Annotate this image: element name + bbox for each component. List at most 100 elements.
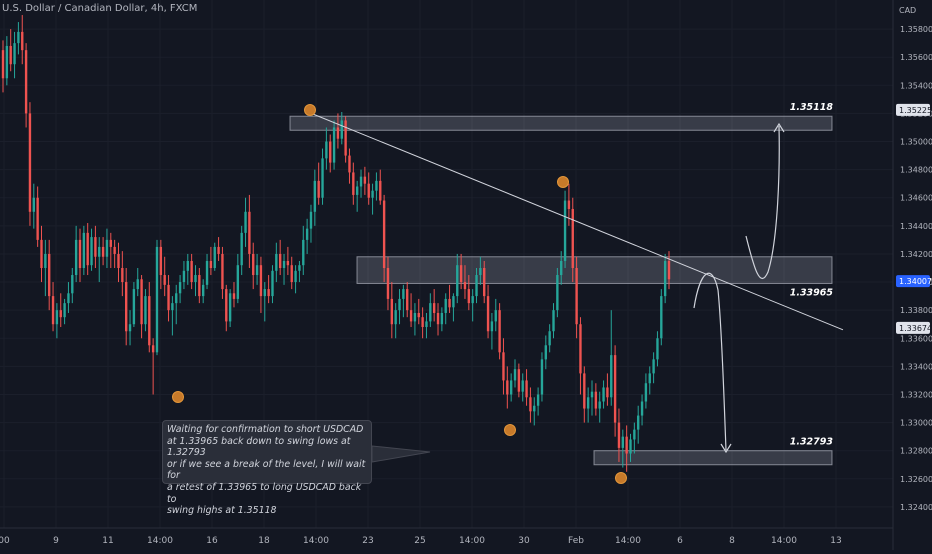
y-tick-label: 1.34600: [900, 194, 932, 203]
y-tick-label: 1.33200: [900, 390, 932, 399]
price-badge-label: 1.34007: [899, 277, 932, 286]
candle-body: [252, 253, 255, 276]
level-label: 1.32793: [790, 437, 834, 448]
candle-body: [205, 260, 209, 285]
candle-body: [583, 373, 586, 409]
y-tick-label: 1.33000: [900, 419, 932, 428]
candle-body: [305, 228, 309, 240]
candle-body: [483, 268, 486, 297]
candle-body: [155, 246, 159, 353]
x-tick-label: 16: [206, 536, 218, 546]
x-tick-label: 14:00: [771, 536, 797, 546]
note-line: swing highs at 1.35118: [167, 505, 277, 517]
note-line: a retest of 1.33965 to long USDCAD back …: [167, 481, 362, 505]
candle-body: [63, 303, 66, 318]
candle-body: [640, 401, 644, 416]
candle-body: [536, 394, 540, 406]
y-tick-label: 1.33800: [900, 306, 932, 315]
candle-body: [471, 296, 474, 304]
level-label: 1.33965: [790, 287, 834, 298]
y-tick-label: 1.32400: [900, 503, 932, 512]
candle-body: [379, 180, 382, 201]
candle-body: [494, 310, 497, 322]
candle-body: [317, 180, 320, 198]
candle-body: [363, 176, 367, 184]
candle-body: [124, 282, 128, 332]
swing-point-marker: [304, 104, 316, 116]
candle-body: [621, 436, 624, 448]
candle-body: [321, 158, 324, 198]
note-line: or if we see a break of the level, I wil…: [167, 458, 366, 482]
candle-body: [282, 260, 286, 268]
projection-path-down: [693, 272, 727, 451]
candle-body: [178, 282, 182, 294]
candle-body: [9, 45, 12, 65]
candle-body: [625, 436, 628, 454]
candle-body: [390, 298, 394, 325]
candle-body: [552, 310, 555, 332]
x-tick-label: 14:00: [615, 536, 641, 546]
candle-body: [167, 284, 170, 311]
candle-body: [506, 380, 509, 395]
projection-arrow-up: [773, 122, 785, 133]
candle-body: [128, 324, 132, 332]
candle-body: [452, 296, 455, 308]
candle-body: [24, 50, 28, 114]
candle-body: [436, 312, 440, 325]
candle-body: [74, 239, 78, 276]
candle-body: [606, 387, 609, 398]
level-label: 1.35118: [790, 102, 834, 113]
candle-body: [586, 397, 590, 409]
candle-body: [648, 373, 651, 384]
candle-body: [475, 275, 478, 297]
candle-body: [629, 439, 632, 454]
x-tick-label: 00: [0, 536, 10, 546]
candle-body: [198, 275, 201, 297]
candle-body: [567, 200, 571, 209]
y-tick-label: 1.35800: [900, 25, 932, 34]
candle-body: [432, 303, 436, 313]
x-tick-label: 14:00: [303, 536, 329, 546]
candle-body: [663, 260, 667, 297]
x-tick-label: 14:00: [147, 536, 173, 546]
x-tick-label: 6: [677, 536, 683, 546]
swing-point-marker: [172, 391, 184, 403]
candle-body: [298, 265, 301, 271]
candle-body: [151, 345, 155, 353]
candle-body: [633, 429, 636, 440]
candle-body: [667, 260, 671, 280]
candle-body: [82, 232, 86, 268]
candle-body: [175, 293, 178, 304]
candle-body: [36, 197, 39, 240]
candle-body: [590, 391, 594, 398]
candle-body: [456, 265, 459, 297]
trendline: [307, 111, 844, 331]
candle-body: [163, 275, 166, 285]
candle-body: [529, 397, 532, 412]
candle-body: [209, 260, 213, 268]
y-tick-label: 1.33600: [900, 334, 932, 343]
candle-body: [417, 312, 420, 318]
level-zones: 1.35118 1.33965 1.32793: [289, 102, 834, 466]
price-badge: [896, 321, 930, 334]
candle-body: [490, 321, 494, 332]
candle-body: [521, 380, 524, 392]
x-tick-label: Feb: [568, 536, 584, 546]
candle-body: [352, 172, 355, 195]
candle-body: [440, 312, 444, 325]
candle-body: [313, 180, 317, 212]
x-tick-label: 14:00: [459, 536, 485, 546]
candle-body: [402, 289, 405, 299]
candle-body: [5, 45, 9, 79]
x-tick-label: 23: [362, 536, 373, 546]
candle-body: [21, 31, 24, 51]
y-tick-label: 1.32800: [900, 447, 932, 456]
candle-body: [113, 246, 116, 254]
candle-body: [148, 296, 151, 346]
candle-body: [533, 405, 536, 412]
candle-body: [40, 239, 43, 268]
candle-body: [132, 289, 136, 325]
candle-body: [48, 253, 51, 297]
candle-body: [71, 275, 74, 294]
